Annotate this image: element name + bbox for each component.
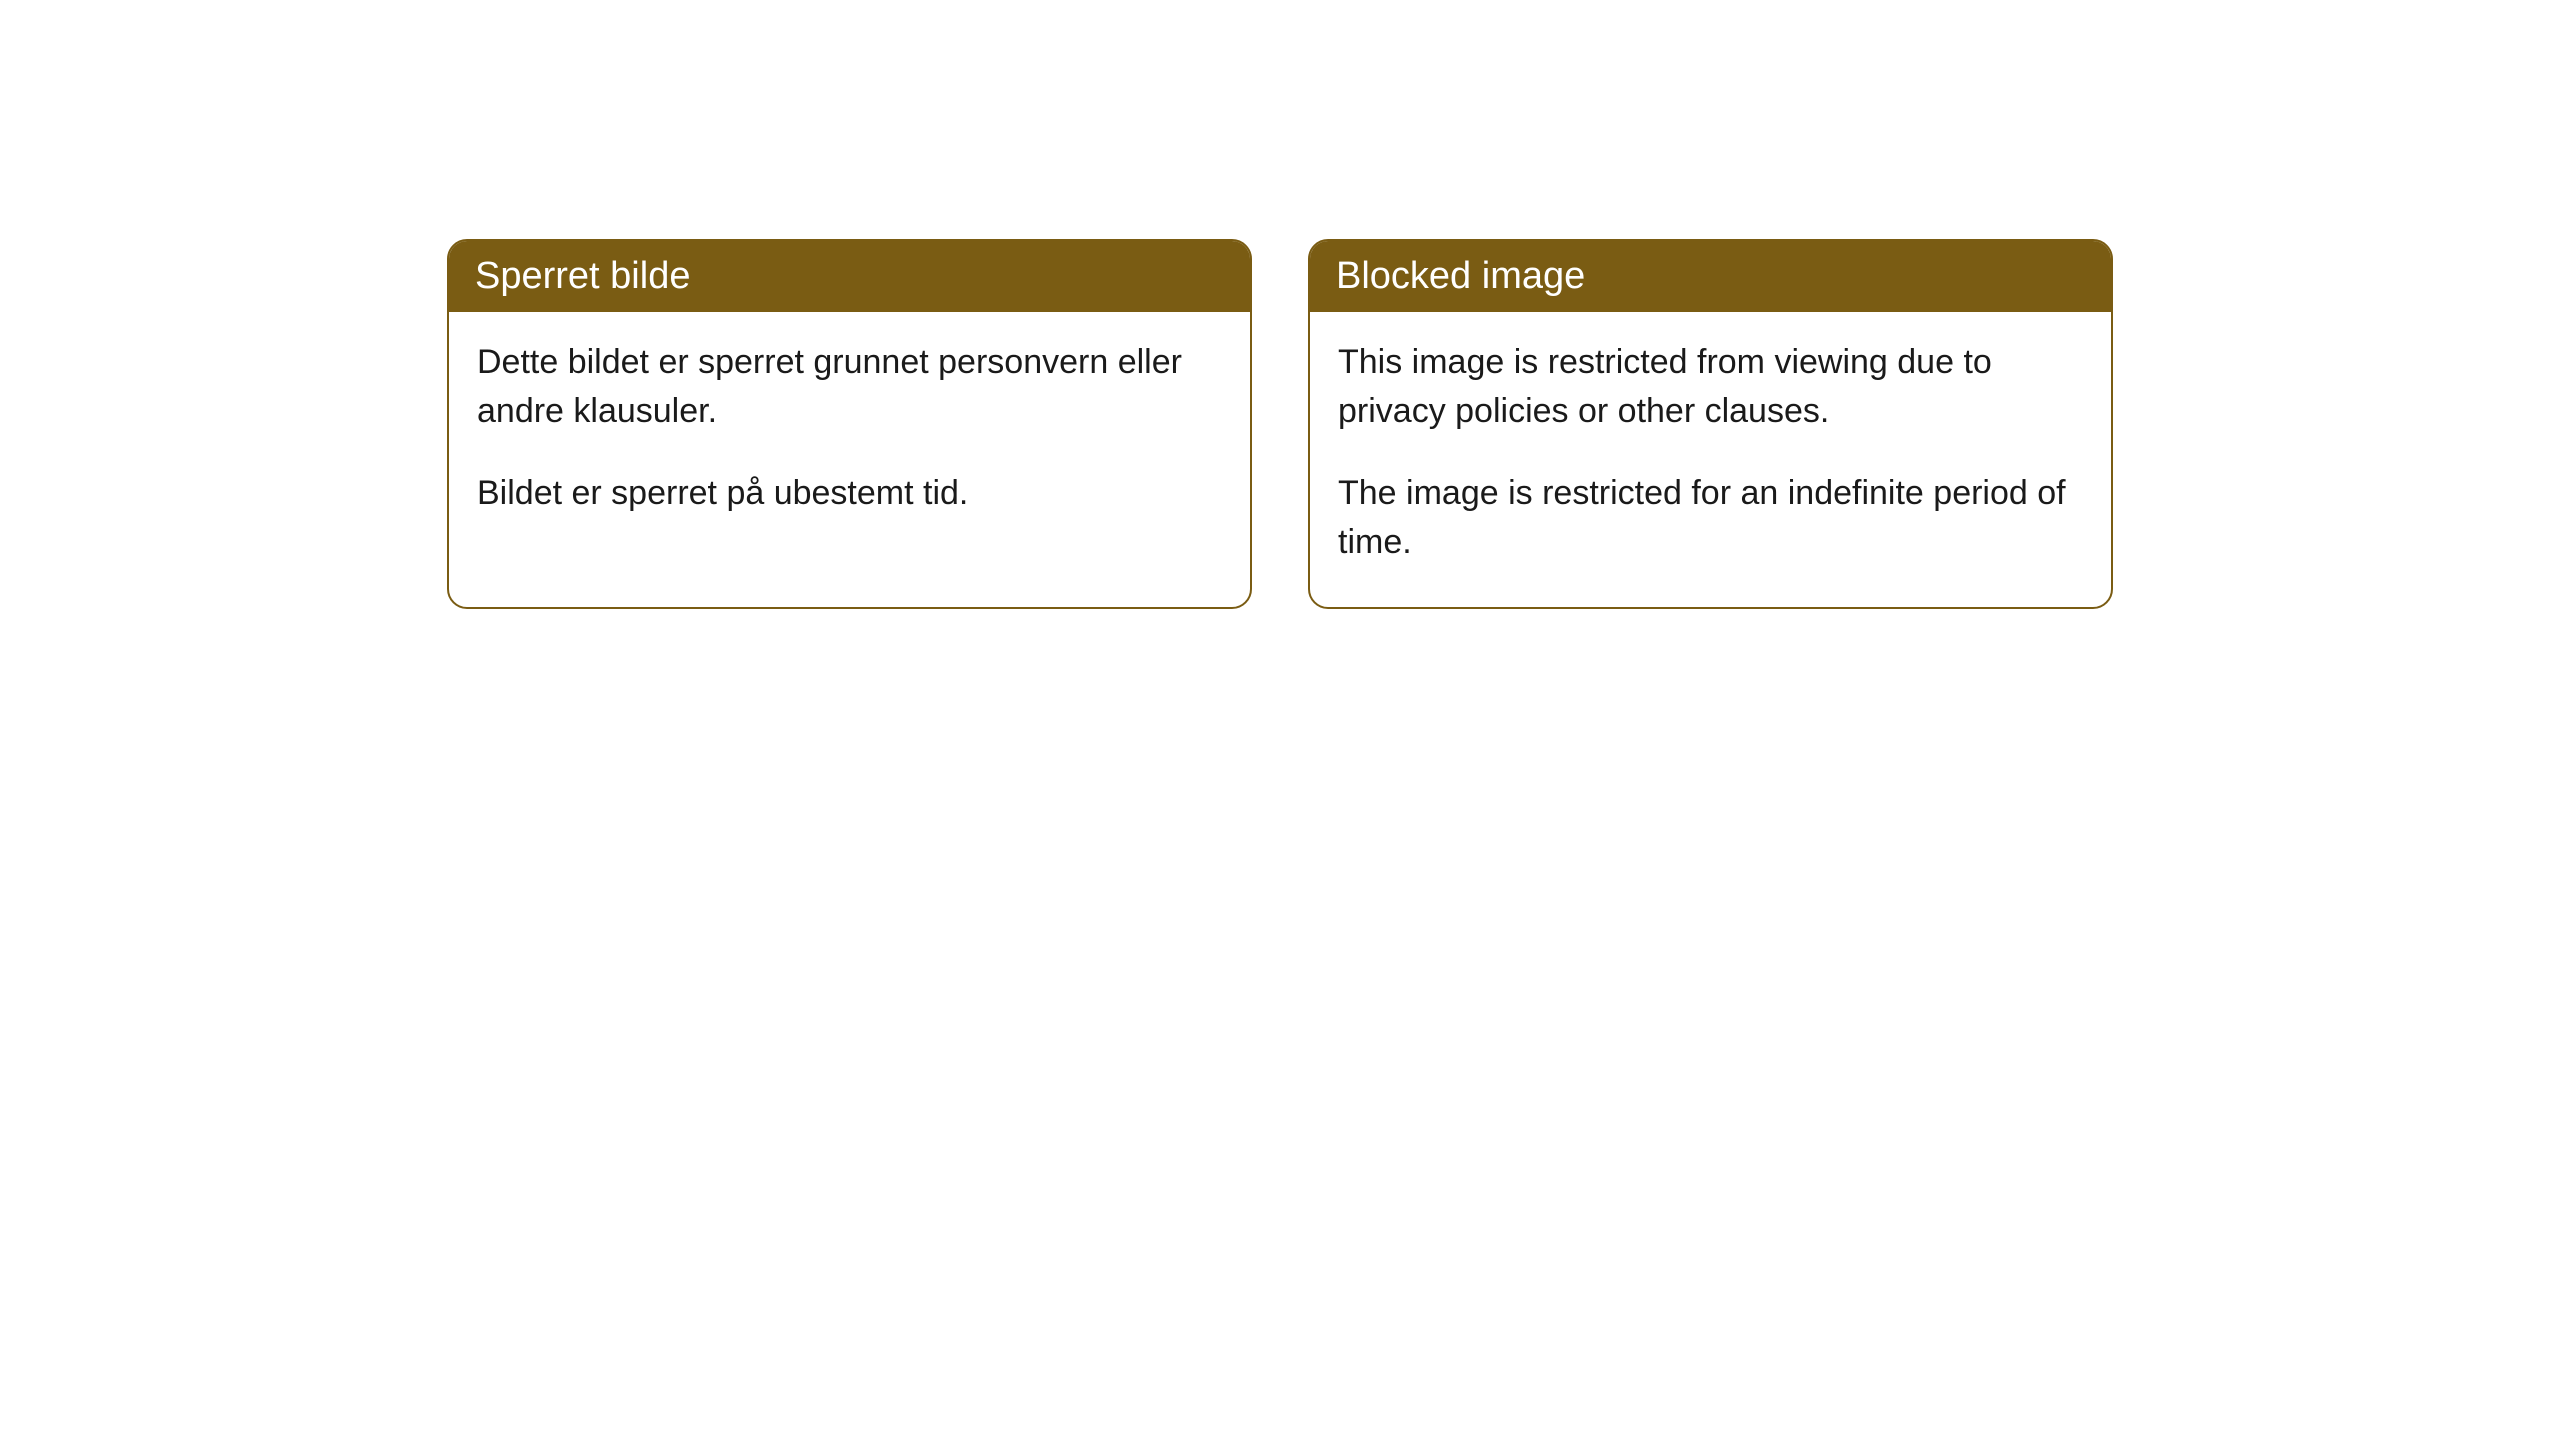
card-paragraph: Dette bildet er sperret grunnet personve… [477,338,1222,437]
notice-card-norwegian: Sperret bilde Dette bildet er sperret gr… [447,239,1252,609]
card-title: Blocked image [1336,255,1585,297]
card-paragraph: The image is restricted for an indefinit… [1338,469,2083,568]
card-paragraph: This image is restricted from viewing du… [1338,338,2083,437]
card-header-norwegian: Sperret bilde [449,241,1250,312]
card-body-english: This image is restricted from viewing du… [1310,312,2111,607]
card-header-english: Blocked image [1310,241,2111,312]
notice-container: Sperret bilde Dette bildet er sperret gr… [447,239,2113,609]
notice-card-english: Blocked image This image is restricted f… [1308,239,2113,609]
card-paragraph: Bildet er sperret på ubestemt tid. [477,469,1222,518]
card-title: Sperret bilde [475,255,690,297]
card-body-norwegian: Dette bildet er sperret grunnet personve… [449,312,1250,558]
